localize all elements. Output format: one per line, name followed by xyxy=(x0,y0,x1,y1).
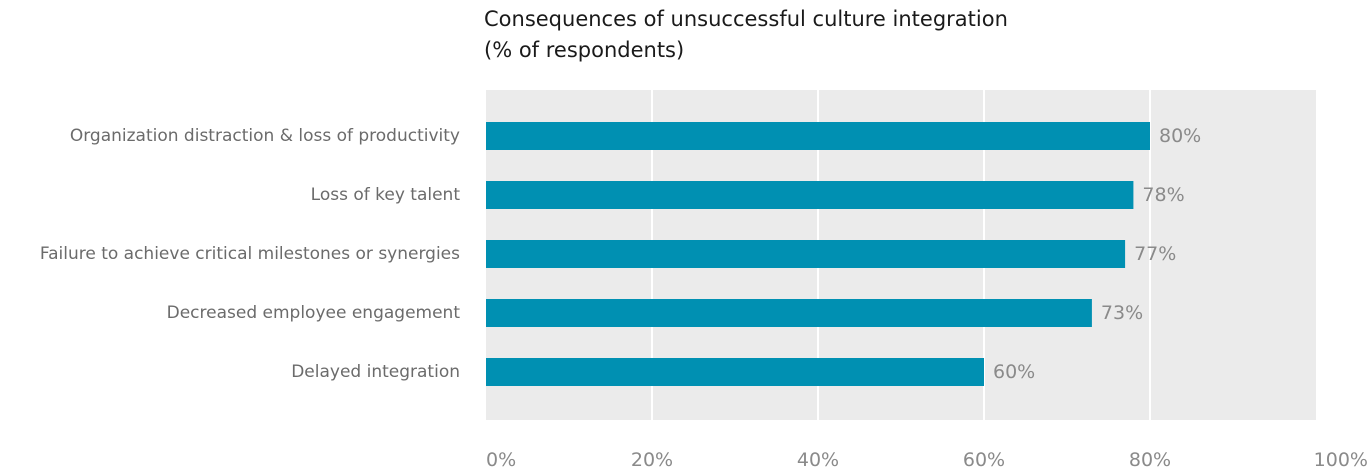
category-labels: Organization distraction & loss of produ… xyxy=(40,126,460,382)
chart-subtitle-text: (% of respondents) xyxy=(484,38,685,62)
value-label: 80% xyxy=(1159,125,1201,147)
value-label: 77% xyxy=(1134,243,1176,265)
bar xyxy=(486,358,984,386)
bar xyxy=(486,240,1126,268)
chart-title-text: Consequences of unsuccessful culture int… xyxy=(484,7,1008,31)
x-tick-label: 0% xyxy=(486,449,516,471)
x-tick-label: 100% xyxy=(1314,449,1368,471)
x-tick-label: 20% xyxy=(631,449,673,471)
x-tick-label: 60% xyxy=(963,449,1005,471)
category-label: Failure to achieve critical milestones o… xyxy=(40,244,460,264)
value-label: 73% xyxy=(1101,302,1143,324)
bar xyxy=(486,299,1092,327)
bar xyxy=(486,122,1150,150)
category-label: Delayed integration xyxy=(291,362,460,382)
value-label: 78% xyxy=(1142,184,1184,206)
value-labels: 80% 78% 77% 73% 60% xyxy=(993,125,1201,383)
x-tick-label: 40% xyxy=(797,449,839,471)
chart-title: Consequences of unsuccessful culture int… xyxy=(484,4,1184,66)
category-label: Organization distraction & loss of produ… xyxy=(70,126,460,146)
value-label: 60% xyxy=(993,361,1035,383)
x-axis-ticks: 0% 20% 40% 60% 80% 100% xyxy=(486,449,1368,471)
category-label: Decreased employee engagement xyxy=(167,303,461,323)
category-label: Loss of key talent xyxy=(311,185,461,205)
x-tick-label: 80% xyxy=(1129,449,1171,471)
bars xyxy=(486,122,1150,386)
bar xyxy=(486,181,1134,209)
